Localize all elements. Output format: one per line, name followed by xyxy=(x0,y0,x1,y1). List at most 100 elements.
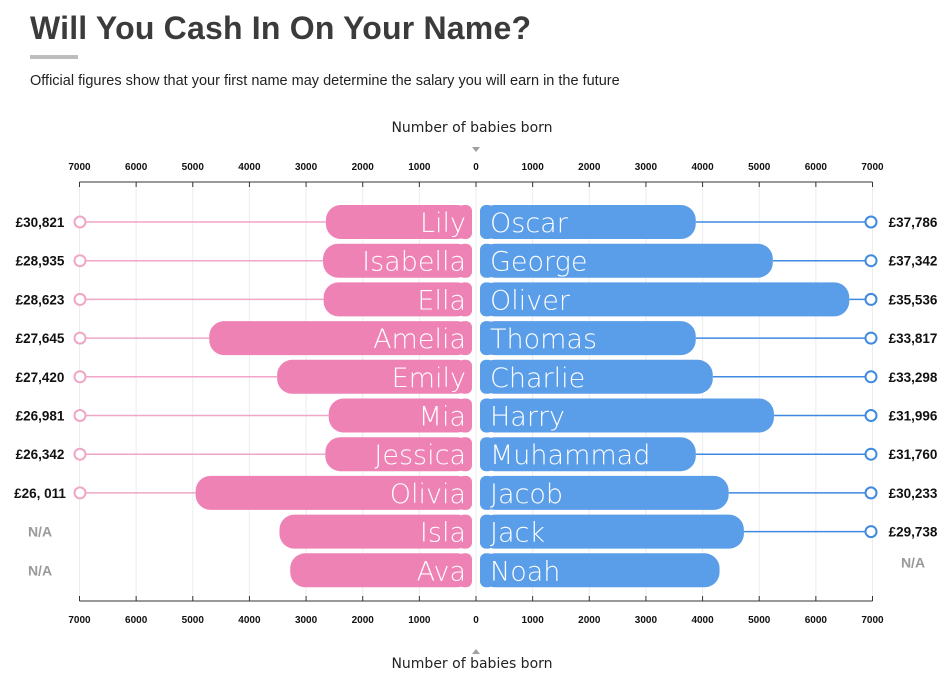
bar xyxy=(480,282,850,317)
boys-series: Oscar £37,786 George £37,342 Oliver £35,536 Th… xyxy=(480,205,938,588)
salary-marker xyxy=(73,370,87,384)
salary-label: £29,738 xyxy=(889,525,938,540)
salary-marker xyxy=(73,486,87,500)
bar xyxy=(323,282,472,317)
salary-label: £26,342 xyxy=(16,447,65,462)
tick-label-top: 3000 xyxy=(635,162,658,173)
tick-label-top: 4000 xyxy=(238,162,261,173)
salary-marker xyxy=(864,331,878,345)
bar-name-label: Oliver xyxy=(490,285,571,316)
bar-inner-cap xyxy=(480,282,494,317)
salary-marker xyxy=(73,447,87,461)
bar xyxy=(328,398,472,433)
bar-name-label: Jessica xyxy=(374,440,466,471)
tick-label-bottom: 1000 xyxy=(522,615,545,626)
salary-label: £35,536 xyxy=(889,292,938,307)
bar-name-label: Muhammad xyxy=(490,440,650,471)
axis-marker-top xyxy=(472,147,480,152)
bar-inner-cap xyxy=(480,243,494,278)
salary-label: £26,981 xyxy=(16,409,65,424)
bar xyxy=(480,359,713,394)
bar xyxy=(325,205,472,239)
tick-label-bottom: 3000 xyxy=(635,615,658,626)
bar xyxy=(480,475,729,510)
salary-marker xyxy=(864,409,878,422)
bar xyxy=(325,437,472,472)
bar xyxy=(480,243,773,278)
salary-label: £26, 011 xyxy=(14,486,66,501)
bar xyxy=(480,553,720,588)
bar-name-label: George xyxy=(490,247,588,278)
tick-label-top: 6000 xyxy=(125,162,148,173)
tick-label-top: 4000 xyxy=(691,162,714,173)
bar-inner-cap xyxy=(480,437,494,472)
tick-label-top: 3000 xyxy=(295,162,318,173)
salary-label: N/A xyxy=(28,562,52,578)
salary-label: £28,935 xyxy=(16,254,65,269)
tick-label-bottom: 5000 xyxy=(748,615,771,626)
bar-inner-cap xyxy=(480,553,494,588)
bar-inner-cap xyxy=(458,475,472,510)
bar-name-label: Charlie xyxy=(490,363,585,394)
tick-label-bottom: 4000 xyxy=(238,615,261,626)
bar xyxy=(279,514,472,549)
tick-label-bottom: 1000 xyxy=(408,615,431,626)
bar-inner-cap xyxy=(480,475,494,510)
bar-inner-cap xyxy=(458,398,472,433)
bar-inner-cap xyxy=(458,437,472,472)
tick-label-top: 2000 xyxy=(352,162,375,173)
salary-label: £30,233 xyxy=(889,486,938,501)
bar-name-label: Oscar xyxy=(490,208,569,239)
axis-marker-bottom xyxy=(472,649,480,654)
bar-name-label: Thomas xyxy=(490,324,597,355)
bar-name-label: Isabella xyxy=(362,247,466,278)
bar-name-label: Noah xyxy=(490,556,560,587)
bar-inner-cap xyxy=(458,205,472,239)
salary-label: N/A xyxy=(901,554,925,570)
tick-label-top: 1000 xyxy=(522,162,545,173)
salary-label: £37,786 xyxy=(889,215,938,230)
salary-marker xyxy=(864,292,878,306)
salary-marker xyxy=(864,370,878,384)
bar-inner-cap xyxy=(458,553,472,588)
bar xyxy=(480,437,696,472)
salary-label: £27,420 xyxy=(16,370,65,385)
bar-name-label: Lily xyxy=(420,208,466,239)
tick-label-top: 0 xyxy=(473,162,479,173)
bar-inner-cap xyxy=(458,321,472,356)
salary-label: £30,821 xyxy=(16,215,65,230)
bar-inner-cap xyxy=(480,514,494,549)
bar-name-label: Mia xyxy=(419,402,466,433)
bar-inner-cap xyxy=(458,243,472,278)
salary-marker xyxy=(864,215,878,229)
bar-inner-cap xyxy=(458,514,472,549)
bar-name-label: Harry xyxy=(490,402,565,433)
salary-marker xyxy=(864,525,878,539)
title-underline xyxy=(30,55,78,59)
bar-name-label: Isla xyxy=(420,518,466,549)
bar xyxy=(480,205,696,239)
bar xyxy=(323,243,472,278)
tick-label-top: 1000 xyxy=(408,162,431,173)
salary-label: £33,817 xyxy=(889,331,938,346)
bar-inner-cap xyxy=(458,282,472,317)
axis-title-bottom: Number of babies born xyxy=(391,656,552,672)
tick-label-top: 6000 xyxy=(805,162,828,173)
axes: 7000 7000 6000 6000 5000 5000 4000 4000 3000 3000… xyxy=(68,120,884,672)
axis-title-top: Number of babies born xyxy=(391,120,552,136)
bar xyxy=(480,514,744,549)
tick-label-bottom: 0 xyxy=(473,615,479,626)
salary-label: £27,645 xyxy=(16,331,65,346)
tick-label-bottom: 6000 xyxy=(125,615,148,626)
bar xyxy=(209,321,472,356)
tick-label-bottom: 5000 xyxy=(182,615,205,626)
bar-name-label: Ella xyxy=(417,285,466,316)
tick-label-bottom: 4000 xyxy=(691,615,714,626)
bar xyxy=(480,398,774,433)
tick-label-top: 7000 xyxy=(861,162,884,173)
bar xyxy=(480,321,696,356)
tick-label-bottom: 2000 xyxy=(352,615,375,626)
bar-name-label: Emily xyxy=(392,363,466,394)
bar-name-label: Ava xyxy=(417,556,466,587)
